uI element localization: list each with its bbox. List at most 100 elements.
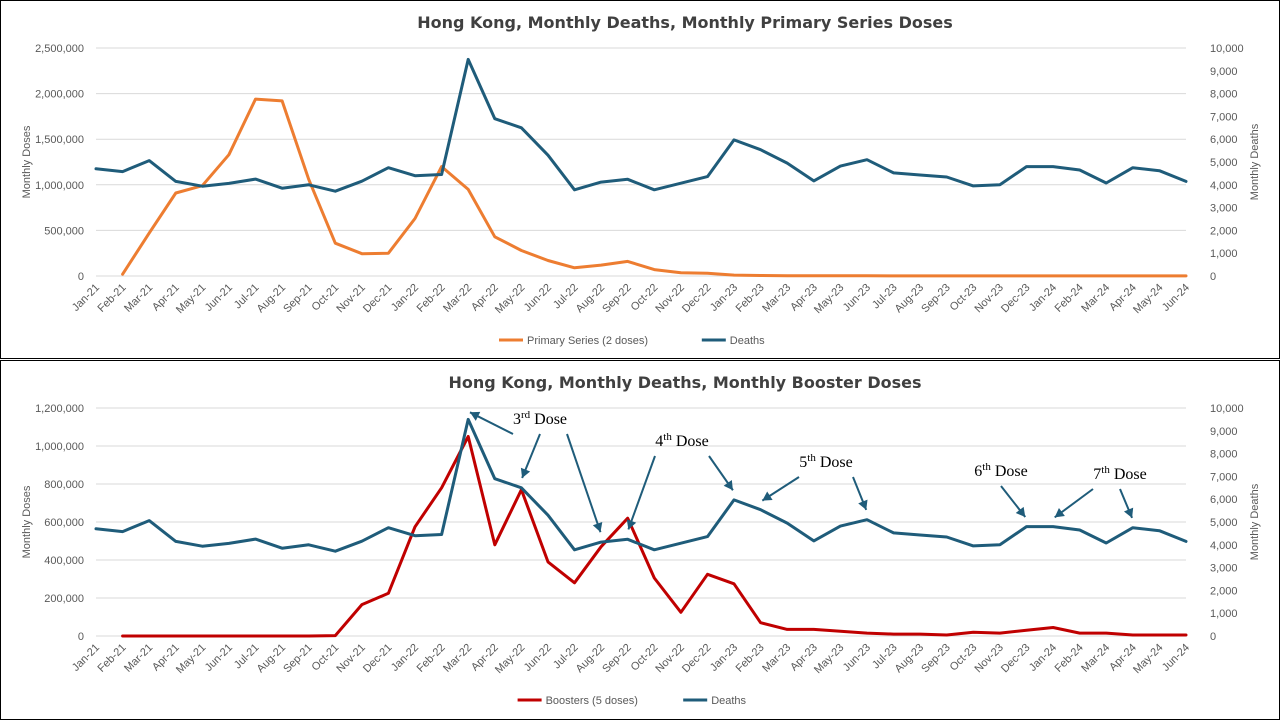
chart-panel-2: Hong Kong, Monthly Deaths, Monthly Boost… (21, 373, 1261, 707)
x-tick-label: Mar-24 (1079, 282, 1112, 315)
y2-tick-label: 6,000 (1210, 494, 1238, 506)
x-tick-label: May-22 (493, 642, 527, 676)
annotation-arrowhead (1015, 506, 1026, 517)
y-axis-label: Monthly Doses (21, 125, 33, 198)
x-tick-label: Mar-23 (760, 642, 793, 675)
y-tick-label: 1,200,000 (35, 403, 84, 415)
x-tick-label: Jun-21 (203, 282, 235, 314)
y2-tick-label: 8,000 (1210, 449, 1238, 461)
x-tick-label: May-23 (812, 282, 846, 316)
x-tick-label: Feb-23 (734, 642, 767, 675)
x-tick-label: Aug-22 (574, 282, 608, 316)
x-tick-label: Feb-21 (96, 282, 129, 315)
x-tick-label: Dec-23 (999, 282, 1033, 316)
y2-tick-label: 0 (1210, 271, 1216, 283)
y2-tick-label: 5,000 (1210, 517, 1238, 529)
annotation-sup: th (663, 431, 672, 443)
annotation-sup: rd (521, 409, 531, 421)
y2-tick-label: 5,000 (1210, 157, 1238, 169)
y-tick-label: 2,000,000 (35, 89, 84, 101)
series-line-doses (121, 435, 1188, 638)
annotation-label: 3rd Dose (513, 409, 567, 428)
y2-tick-label: 7,000 (1210, 111, 1238, 123)
x-tick-label: Sep-22 (600, 642, 634, 676)
y2-tick-label: 1,000 (1210, 248, 1238, 260)
x-tick-label: Feb-23 (734, 282, 767, 315)
x-tick-label: Mar-23 (760, 282, 793, 315)
x-tick-label: May-21 (174, 642, 208, 676)
annotation-number: 7 (1093, 466, 1101, 483)
annotation-number: 5 (799, 454, 807, 471)
legend-label: Deaths (711, 695, 746, 707)
x-tick-label: Jun-23 (841, 642, 873, 674)
annotation-label: 7th Dose (1093, 464, 1146, 483)
x-tick-label: Mar-24 (1079, 642, 1112, 675)
annotation-sup: th (807, 452, 816, 464)
x-tick-label: Nov-21 (334, 282, 368, 316)
y2-tick-label: 9,000 (1210, 426, 1238, 438)
chart-panel-1: Hong Kong, Monthly Deaths, Monthly Prima… (21, 13, 1261, 347)
y-axis-label: Monthly Doses (21, 485, 33, 558)
chart-title: Hong Kong, Monthly Deaths, Monthly Prima… (417, 13, 953, 32)
y2-tick-label: 6,000 (1210, 134, 1238, 146)
y2-axis-label: Monthly Deaths (1249, 123, 1261, 200)
x-tick-label: Aug-23 (893, 642, 927, 676)
annotation-sup: th (1101, 464, 1110, 476)
annotation-label: 6th Dose (974, 461, 1027, 480)
x-tick-label: Jun-21 (203, 642, 235, 674)
y2-tick-label: 4,000 (1210, 180, 1238, 192)
annotation-arrowhead (469, 411, 481, 421)
x-tick-label: Feb-24 (1053, 642, 1086, 675)
series-line-deaths (94, 417, 1188, 553)
y2-tick-label: 10,000 (1210, 43, 1244, 55)
x-tick-label: May-24 (1131, 282, 1165, 316)
annotation-number: 6 (974, 463, 982, 480)
x-tick-label: May-22 (493, 282, 527, 316)
x-tick-label: Mar-22 (441, 282, 474, 315)
legend-label: Deaths (730, 335, 765, 347)
y2-tick-label: 2,000 (1210, 585, 1238, 597)
x-tick-label: Nov-22 (653, 642, 687, 676)
y-tick-label: 500,000 (44, 225, 84, 237)
x-tick-label: Dec-22 (680, 642, 714, 676)
x-tick-label: May-21 (174, 282, 208, 316)
x-tick-label: Nov-21 (334, 642, 368, 676)
y-tick-label: 1,500,000 (35, 134, 84, 146)
x-tick-label: Sep-22 (600, 282, 634, 316)
annotation-suffix: Dose (1110, 466, 1147, 483)
y-tick-label: 800,000 (44, 479, 84, 491)
y2-axis-label: Monthly Deaths (1249, 483, 1261, 560)
x-tick-label: Dec-22 (680, 282, 714, 316)
annotation-suffix: Dose (816, 454, 853, 471)
y2-tick-label: 10,000 (1210, 403, 1244, 415)
annotation-arrow (627, 455, 656, 530)
series-line-doses (121, 97, 1188, 278)
legend-label: Boosters (5 doses) (546, 695, 638, 707)
annotation-arrowhead (520, 467, 531, 478)
series-line-deaths (94, 57, 1188, 193)
annotation-arrowhead (1123, 507, 1134, 518)
annotation-label: 5th Dose (799, 452, 852, 471)
x-tick-label: Jun-24 (1160, 642, 1192, 674)
y2-tick-label: 3,000 (1210, 563, 1238, 575)
x-tick-label: Aug-21 (255, 642, 289, 676)
annotation-label: 4th Dose (655, 431, 708, 450)
y-tick-label: 400,000 (44, 555, 84, 567)
y-tick-label: 200,000 (44, 593, 84, 605)
annotation-arrowhead (723, 480, 733, 491)
annotation-arrowhead (626, 519, 637, 530)
y-tick-label: 1,000,000 (35, 441, 84, 453)
x-tick-label: Nov-22 (653, 282, 687, 316)
annotation-sup: th (982, 461, 991, 473)
y-tick-label: 0 (78, 271, 84, 283)
y2-tick-label: 7,000 (1210, 471, 1238, 483)
x-tick-label: Sep-21 (281, 642, 315, 676)
y2-tick-label: 0 (1210, 631, 1216, 643)
x-tick-label: Dec-21 (361, 282, 395, 316)
annotation-arrowhead (762, 491, 773, 501)
annotation-number: 3 (513, 411, 521, 428)
x-tick-label: Sep-23 (919, 642, 953, 676)
y2-tick-label: 4,000 (1210, 540, 1238, 552)
x-tick-label: Jun-22 (522, 282, 554, 314)
